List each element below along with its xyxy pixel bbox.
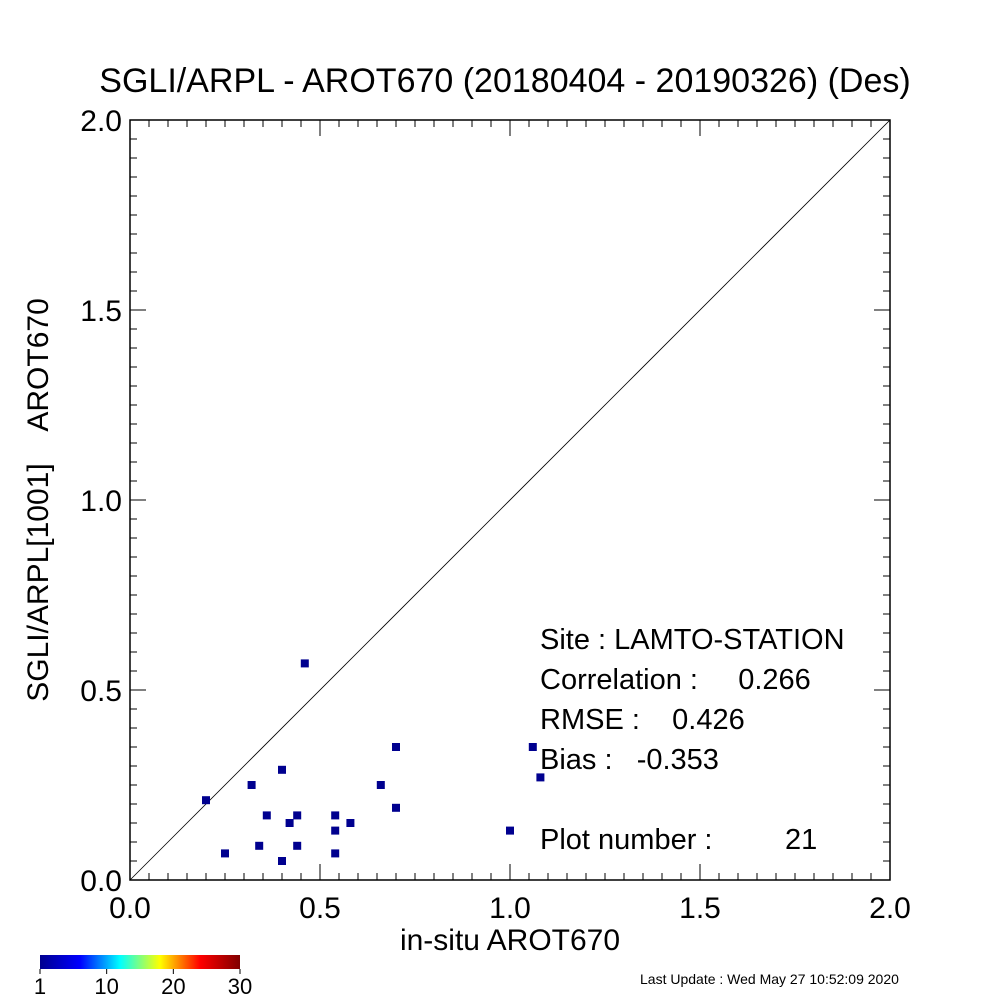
data-point xyxy=(506,826,514,835)
data-point xyxy=(221,849,229,858)
x-axis-label: in-situ AROT670 xyxy=(400,924,620,957)
data-point xyxy=(376,781,385,789)
colorbar-gradient xyxy=(40,955,240,969)
data-point xyxy=(392,743,400,751)
x-tick-label: 0.0 xyxy=(109,892,151,925)
data-points xyxy=(202,659,545,865)
chart-title: SGLI/ARPL - AROT670 (20180404 - 20190326… xyxy=(99,62,910,100)
y-axis-label: SGLI/ARPL[1001] AROT670 xyxy=(22,298,55,702)
y-tick-label: 0.0 xyxy=(80,865,122,898)
y-tick-label: 1.0 xyxy=(80,485,122,518)
stat-rmse: RMSE : 0.426 xyxy=(540,704,745,736)
data-point xyxy=(278,857,286,865)
stats-box: Site : LAMTO-STATION Correlation : 0.266… xyxy=(540,624,845,856)
y-tick-label: 2.0 xyxy=(80,105,122,138)
data-point xyxy=(293,811,302,820)
data-point xyxy=(300,659,309,668)
stat-bias: Bias : -0.353 xyxy=(540,744,719,776)
x-tick-label: 0.5 xyxy=(299,892,341,925)
data-point xyxy=(278,765,286,774)
stat-site: Site : LAMTO-STATION xyxy=(540,624,845,656)
data-point xyxy=(202,796,210,805)
data-point xyxy=(536,773,545,782)
colorbar-tick-label: 30 xyxy=(228,974,252,999)
colorbar-tick-label: 10 xyxy=(94,974,118,999)
data-point xyxy=(255,841,264,850)
x-tick-label: 2.0 xyxy=(869,892,911,925)
data-point xyxy=(331,849,340,858)
stat-plot-number: Plot number : 21 xyxy=(540,824,817,856)
y-tick-label: 0.5 xyxy=(80,675,122,708)
data-point xyxy=(331,811,340,820)
axes: 0.0 0.5 1.0 1.5 2.0 0.0 0.5 1.0 1.5 2.0 xyxy=(80,105,911,925)
x-tick-label: 1.5 xyxy=(679,892,721,925)
stat-correlation: Correlation : 0.266 xyxy=(540,664,811,696)
data-point xyxy=(392,803,400,812)
data-point xyxy=(262,811,271,820)
colorbar-tick-label: 20 xyxy=(161,974,185,999)
y-tick-label: 1.5 xyxy=(80,295,122,328)
x-tick-label: 1.0 xyxy=(489,892,531,925)
colorbar: 1 10 20 30 xyxy=(34,955,252,999)
colorbar-ticks: 1 10 20 30 xyxy=(34,969,252,999)
colorbar-tick-label: 1 xyxy=(34,974,46,999)
data-point xyxy=(293,841,302,850)
last-update: Last Update : Wed May 27 10:52:09 2020 xyxy=(640,971,899,987)
data-point xyxy=(346,819,355,827)
data-point xyxy=(331,826,340,835)
data-point xyxy=(528,743,537,751)
data-point xyxy=(247,781,256,789)
data-point xyxy=(285,819,294,827)
one-to-one-line xyxy=(129,119,891,881)
